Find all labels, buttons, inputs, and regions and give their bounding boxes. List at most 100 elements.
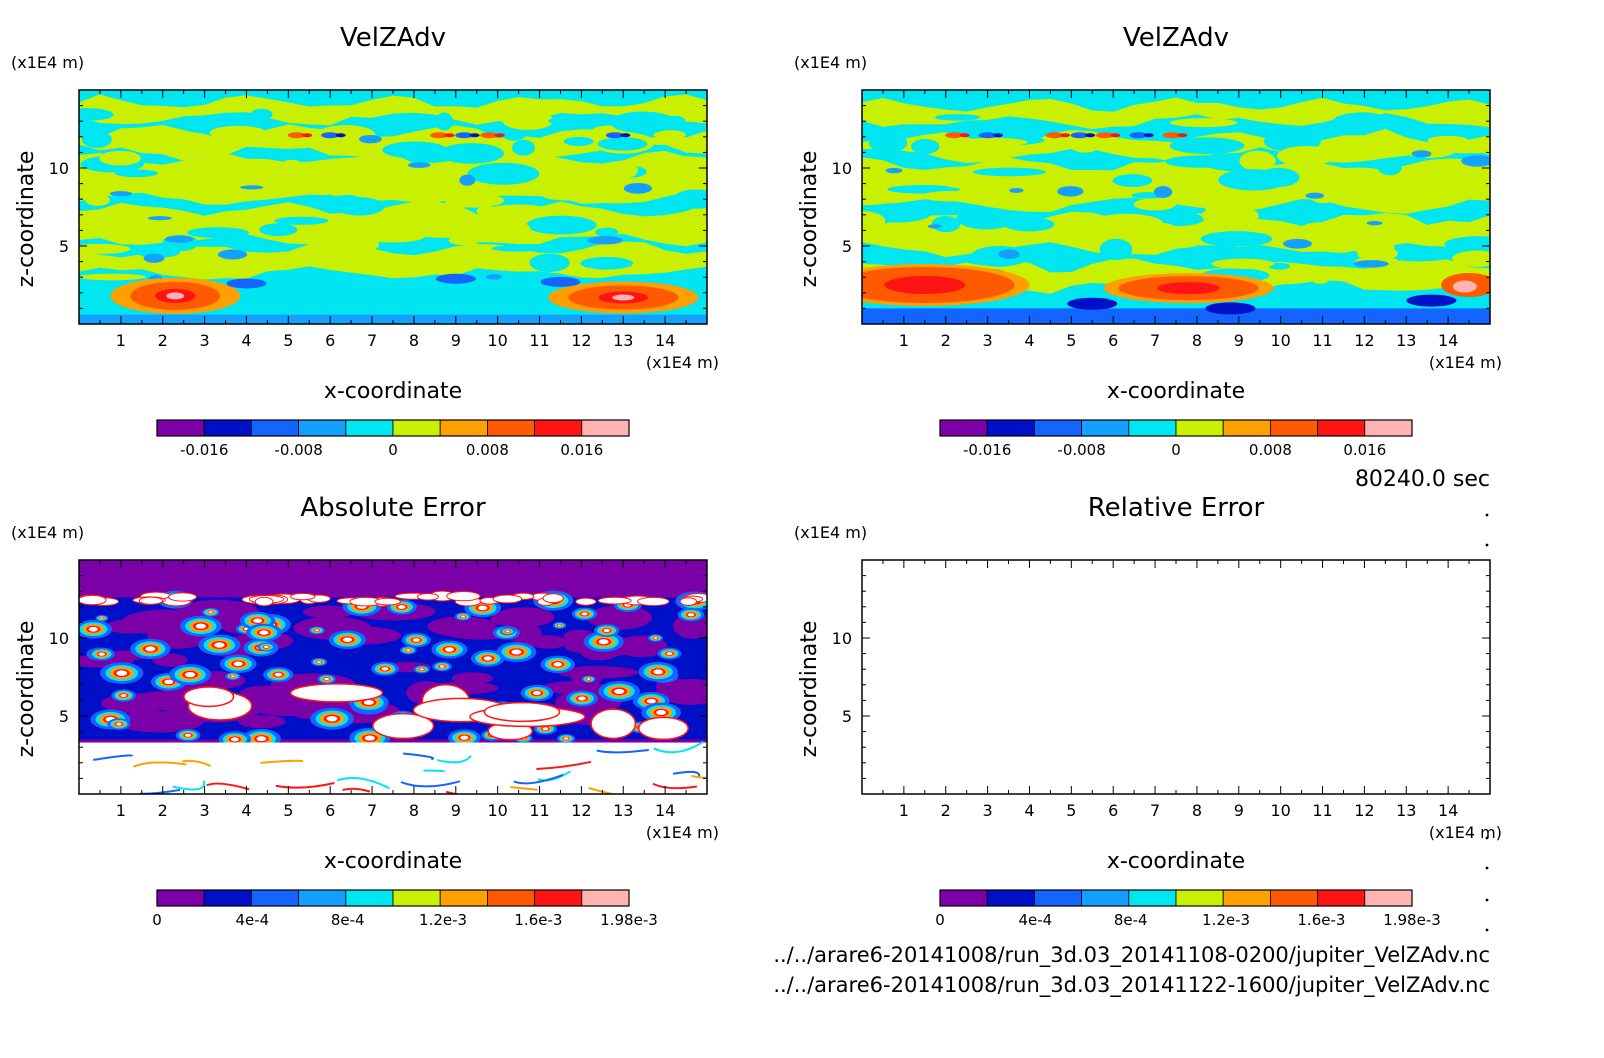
x-unit-label: (x1E4 m) [1429,353,1502,372]
field-blob [147,216,172,221]
field-blob [956,207,1017,230]
error-blob [114,711,204,733]
field-vortex [494,133,505,138]
x-unit-label: (x1E4 m) [646,823,719,842]
error-core [317,660,322,663]
colorbar-label: 8e-4 [1114,911,1148,929]
field-warm [612,294,635,301]
x-unit-label: (x1E4 m) [646,353,719,372]
field-blob [1452,250,1490,267]
field-blob [435,112,454,131]
colorbar-swatch [1175,419,1224,437]
colorbar-2: 0 4e-4 8e-4 1.2e-3 1.6e-3 1.98e-3 [152,889,658,929]
error-core [214,642,225,648]
field-blob [909,207,971,216]
y-tick-label: 5 [59,707,69,726]
field-blob [1268,262,1291,270]
colorbar-swatch [1128,889,1177,907]
field-band [862,210,1490,258]
field-blob [603,161,639,180]
error-top-row [254,596,274,607]
field-blob [81,131,112,148]
x-axis-label: x-coordinate [1107,379,1245,404]
field-blob [1346,174,1367,194]
colorbar-label: 1.2e-3 [419,911,467,929]
x-tick-label: 8 [409,331,419,350]
velocity-field [862,90,1490,324]
error-top-row [168,592,197,602]
field-blob [79,172,121,193]
colorbar-swatch [439,419,488,437]
error-core [326,715,338,722]
error-blob [238,715,286,729]
x-tick-label: 14 [1438,331,1458,350]
error-streak [206,782,250,791]
colorbar-swatch [298,419,347,437]
error-core [656,710,667,715]
colorbar-swatch [1364,419,1413,437]
error-top-row [597,596,632,605]
x-tick-label: 8 [409,801,419,820]
field-blob [491,245,546,252]
error-core [145,646,156,652]
error-core [116,670,128,676]
error-core [646,698,656,704]
plot-frame [861,559,1491,795]
error-core [342,637,353,643]
x-tick-label: 2 [941,801,951,820]
error-white-region [289,683,384,703]
x-tick-label: 4 [241,331,251,350]
field-blob [448,235,480,246]
error-core [253,618,263,623]
x-tick-label: 10 [1270,331,1290,350]
field-blob [1211,258,1274,270]
field-vortex [302,133,313,138]
error-core [230,737,239,742]
field-blob [481,204,556,223]
colorbar-swatch [581,419,630,437]
colorbar-label: -0.008 [1057,441,1105,459]
field-blob [1037,201,1068,208]
field-bottom [79,314,707,324]
error-core [184,671,196,678]
error-core [116,722,122,726]
error-core [581,612,588,616]
field-vortex [605,132,624,139]
x-tick-label: 6 [1108,331,1118,350]
x-tick-label: 12 [571,801,591,820]
field-vortex [1143,133,1154,138]
field-blob [1336,137,1388,158]
colorbar-swatch [156,889,205,907]
margin-dot [1485,866,1489,870]
field-blob [79,273,146,281]
error-streak [132,761,187,768]
field-blob [867,132,887,140]
field-vortex [993,133,1004,138]
y-axis-label: z-coordinate [797,151,822,288]
colorbar-label: -0.008 [274,441,322,459]
field-blob [1432,141,1490,154]
field-vortex [945,132,964,139]
field-blob [921,190,980,202]
error-core [439,665,445,668]
colorbar-swatch [534,889,583,907]
x-tick-label: 2 [941,331,951,350]
x-tick-label: 14 [655,331,675,350]
field-blob [934,114,981,121]
x-tick-label: 5 [283,331,293,350]
error-core [324,677,329,681]
field-blob [109,191,133,197]
field-blob [1003,217,1055,232]
error-core [419,668,424,671]
x-axis-label: x-coordinate [324,379,462,404]
error-streak [437,755,472,764]
x-tick-label: 9 [451,801,461,820]
error-core [542,727,549,731]
colorbar-swatch [345,889,394,907]
error-core [230,675,235,678]
field-blob [1460,239,1490,253]
field-blob [927,224,942,229]
x-tick-label: 9 [1234,331,1244,350]
